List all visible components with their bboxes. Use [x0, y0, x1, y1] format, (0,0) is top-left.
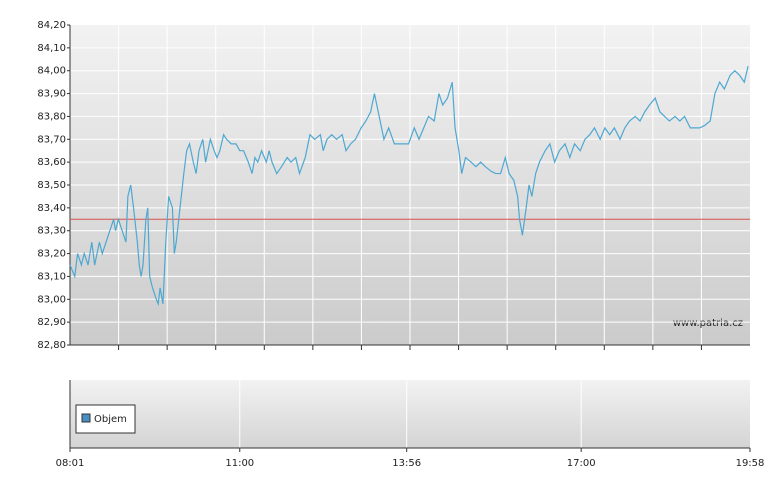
y-tick-label: 82,90	[37, 317, 66, 328]
x-tick-label: 13:56	[392, 458, 421, 469]
volume-area	[70, 380, 750, 448]
y-tick-label: 83,40	[37, 203, 66, 214]
legend-label: Objem	[94, 414, 127, 425]
x-tick-label: 17:00	[567, 458, 596, 469]
y-tick-label: 83,20	[37, 249, 66, 260]
price-line	[69, 66, 749, 307]
y-tick-label: 83,90	[37, 89, 66, 100]
legend-swatch	[81, 413, 91, 423]
y-tick-label: 83,50	[37, 180, 66, 191]
x-tick-label: 19:58	[736, 458, 765, 469]
y-tick-label: 83,00	[37, 294, 66, 305]
y-tick-label: 83,30	[37, 226, 66, 237]
x-tick-label: 08:01	[56, 458, 85, 469]
y-tick-label: 84,10	[37, 43, 66, 54]
y-tick-label: 83,10	[37, 271, 66, 282]
y-tick-label: 83,80	[37, 111, 66, 122]
y-tick-label: 84,00	[37, 66, 66, 77]
watermark: www.patria.cz	[673, 318, 743, 329]
y-tick-label: 84,20	[37, 20, 66, 31]
y-tick-label: 83,60	[37, 157, 66, 168]
y-tick-label: 83,70	[37, 134, 66, 145]
x-tick-label: 11:00	[225, 458, 254, 469]
y-tick-label: 82,80	[37, 340, 66, 351]
